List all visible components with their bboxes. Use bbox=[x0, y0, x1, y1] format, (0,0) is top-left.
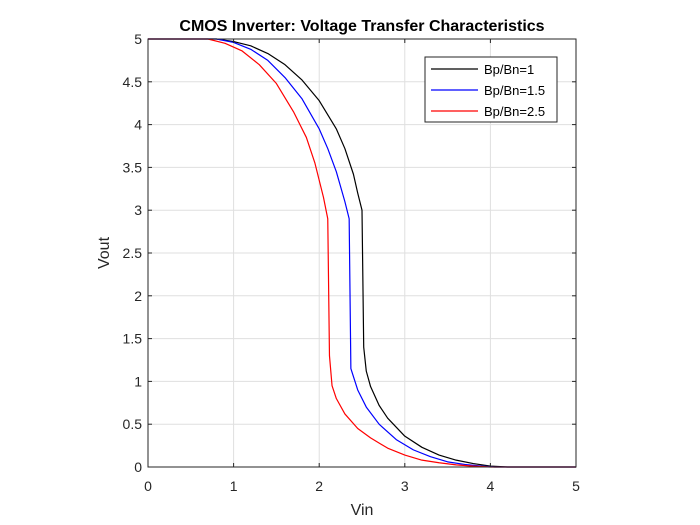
series-line-3 bbox=[148, 38, 576, 468]
x-tick-labels: 0 1 2 3 4 5 bbox=[144, 478, 580, 494]
series-lines bbox=[148, 38, 576, 468]
x-tick-label: 1 bbox=[230, 478, 238, 494]
y-tick-label: 4.5 bbox=[123, 74, 143, 90]
y-tick-label: 1 bbox=[134, 373, 142, 389]
legend: Bp/Bn=1 Bp/Bn=1.5 Bp/Bn=2.5 bbox=[424, 56, 558, 123]
x-tick-label: 5 bbox=[572, 478, 580, 494]
legend-entry-1: Bp/Bn=1 bbox=[484, 62, 534, 77]
y-axis-label: Vout bbox=[96, 236, 113, 269]
x-axis-label: Vin bbox=[351, 502, 374, 519]
y-tick-label: 0.5 bbox=[123, 416, 143, 432]
x-tick-label: 0 bbox=[144, 478, 152, 494]
series-line-2 bbox=[148, 38, 576, 468]
tick-marks bbox=[147, 38, 577, 468]
legend-entry-3: Bp/Bn=2.5 bbox=[484, 104, 545, 119]
chart-title: CMOS Inverter: Voltage Transfer Characte… bbox=[179, 18, 544, 35]
y-tick-label: 0 bbox=[134, 459, 142, 475]
y-tick-label: 5 bbox=[134, 31, 142, 47]
y-tick-label: 3 bbox=[134, 202, 142, 218]
y-tick-label: 4 bbox=[134, 117, 142, 133]
y-tick-label: 2 bbox=[134, 288, 142, 304]
y-tick-labels: 0 0.5 1 1.5 2 2.5 3 3.5 4 4.5 5 bbox=[123, 31, 143, 475]
y-tick-label: 3.5 bbox=[123, 159, 143, 175]
y-tick-label: 1.5 bbox=[123, 331, 143, 347]
x-tick-label: 3 bbox=[401, 478, 409, 494]
y-tick-label: 2.5 bbox=[123, 245, 143, 261]
x-tick-label: 4 bbox=[487, 478, 495, 494]
x-tick-label: 2 bbox=[315, 478, 323, 494]
series-line-1 bbox=[148, 38, 576, 468]
legend-entry-2: Bp/Bn=1.5 bbox=[484, 83, 545, 98]
